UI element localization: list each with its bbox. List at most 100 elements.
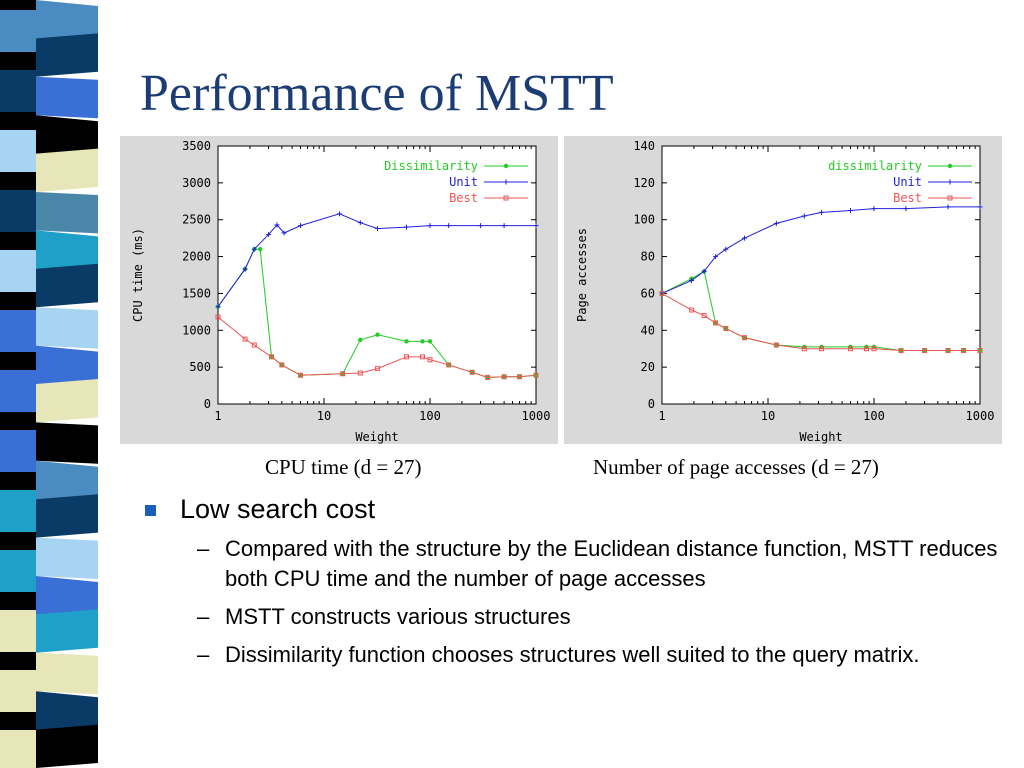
series-point [801,213,807,219]
legend-label: Unit [893,175,922,189]
x-tick-label: 100 [863,409,885,423]
series-point [446,223,452,229]
sub-bullet-item: – MSTT constructs various structures [140,602,1000,632]
series-point [215,304,221,310]
series-point [977,348,983,354]
stripe-band [0,10,36,52]
x-tick-label: 100 [419,409,441,423]
cpu-time-chart: 0 500 1000 1500 2000 2500 3000 3500 1 10 100 1000 We… [131,139,551,444]
stripe-band [36,0,98,45]
series-point [819,209,825,215]
series-point [517,374,523,380]
series-line [661,292,980,352]
y-axis-label: Page accesses [575,228,589,322]
series-point [903,206,909,212]
y-tick-label: 1500 [182,286,211,300]
series-point [871,206,877,212]
series-point [801,346,807,352]
series-point [773,342,779,348]
y-tick-label: 1000 [182,323,211,337]
series-point [961,348,967,354]
stripe-band [0,250,36,292]
stripe-band [0,310,36,352]
series-point [336,211,342,217]
y-tick-label: 2000 [182,250,211,264]
cpu-time-chart-panel: 0 500 1000 1500 2000 2500 3000 3500 1 10 100 1000 We… [120,136,558,444]
x-axis-label: Weight [799,430,842,444]
plot-area [661,145,981,405]
series-point [533,223,539,229]
series-point [427,339,433,344]
series-point [819,346,825,352]
series-point [864,346,870,352]
series-point [689,278,695,284]
series-point [773,220,779,226]
sub-bullet-text: Dissimilarity function chooses structure… [225,642,920,667]
series-point [741,335,747,341]
stripe-band [36,652,98,695]
legend-marker [947,163,953,169]
legend-marker [503,195,509,201]
series-point [375,226,381,232]
y-tick-label: 0 [204,397,211,411]
series-point [269,354,275,360]
legend-marker [947,195,953,201]
y-tick-label: 80 [641,250,655,264]
series-point [375,332,380,337]
series-point [871,346,877,352]
stripe-band [36,76,98,119]
y-tick-label: 2500 [182,213,211,227]
series-point [251,342,257,348]
stripe-band [36,724,98,768]
stripe-band [0,370,36,412]
x-tick-label: 1000 [522,409,551,423]
series-point [501,223,507,229]
x-tick-label: 1000 [966,409,995,423]
series-point [501,374,507,380]
series-point [420,354,426,360]
series-point [533,372,539,378]
legend-marker [947,179,953,185]
legend-label: Unit [449,175,478,189]
legend-label: Best [449,191,478,205]
y-tick-label: 3500 [182,139,211,153]
bullet-item: Low search cost [140,492,1000,526]
series-point [242,336,248,342]
series-point [266,231,272,237]
square-bullet-icon [145,505,156,516]
stripe-band [36,460,98,506]
series-point [847,208,853,213]
stripe-band [36,537,98,579]
series-point [215,314,221,320]
series-point [446,362,452,368]
x-tick-label: 1 [658,409,665,423]
stripe-band [36,307,98,349]
series-point [274,222,280,228]
series-point [297,223,303,229]
sub-bullet-item: – Dissimilarity function chooses structu… [140,640,1000,670]
series-point [403,354,409,360]
dash-bullet-icon: – [197,604,210,629]
series-point [741,235,747,241]
y-tick-label: 20 [641,360,655,374]
stripe-band [36,263,98,308]
stripe-band [36,576,98,621]
y-tick-label: 120 [633,176,655,190]
legend-label: Dissimilarity [384,159,478,173]
stripe-band [0,70,36,112]
series-point [404,339,409,344]
stripe-band [36,691,98,736]
stripe-band [36,494,98,538]
stripe-band [0,490,36,532]
series-point [251,246,257,252]
series-point [713,254,719,260]
series-point [403,224,409,230]
plot-area [217,145,537,405]
stripe-band [0,730,36,768]
series-point [977,204,983,210]
y-tick-label: 500 [189,360,211,374]
series-point [420,339,425,344]
stripe-band [0,670,36,712]
y-axis-label: CPU time (ms) [131,228,145,322]
stripe-band [36,422,98,464]
